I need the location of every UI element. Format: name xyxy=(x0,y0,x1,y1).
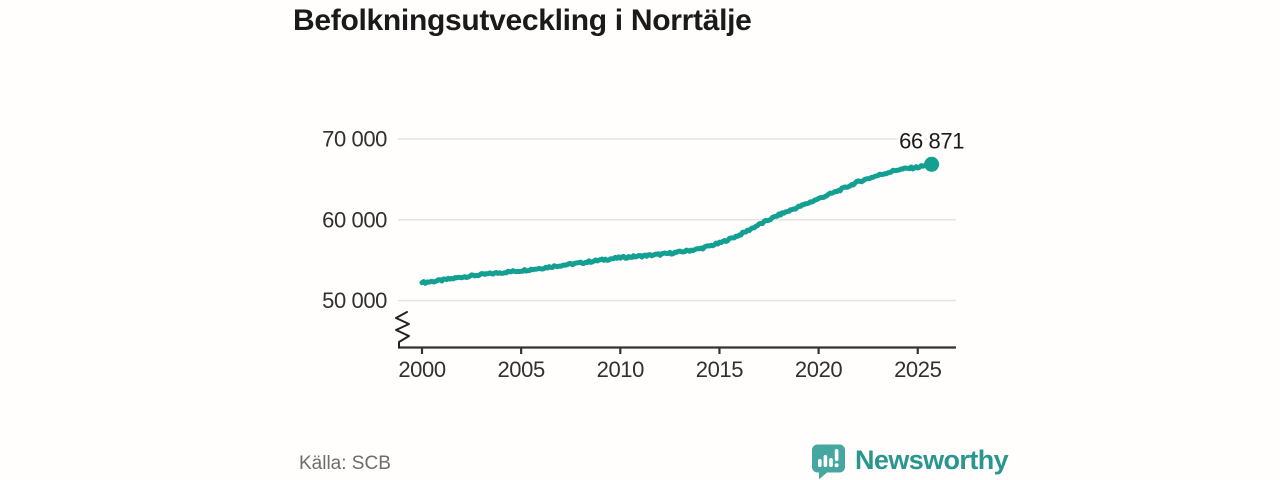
y-tick-label: 70 000 xyxy=(322,127,387,152)
chart-title: Befolkningsutveckling i Norrtälje xyxy=(293,4,752,37)
brand-name: Newsworthy xyxy=(855,445,1009,475)
x-tick-label: 2010 xyxy=(597,357,645,382)
logo-bar-1 xyxy=(818,459,822,467)
newsworthy-logo-icon xyxy=(812,444,845,479)
x-tick-label: 2005 xyxy=(497,357,545,382)
logo-exclamation-stem xyxy=(834,449,839,461)
latest-value-label: 66 871 xyxy=(899,128,964,153)
logo-bar-2 xyxy=(823,455,828,467)
latest-point-marker xyxy=(924,156,940,172)
source-note: Källa: SCB xyxy=(299,453,391,474)
x-tick-label: 2015 xyxy=(696,357,744,382)
x-tick-label: 2000 xyxy=(398,357,446,382)
brand-lockup: Newsworthy xyxy=(809,441,1009,479)
logo-bar-3 xyxy=(829,458,833,467)
logo-bubble xyxy=(812,444,845,479)
y-axis-break-icon xyxy=(395,311,410,349)
x-tick-label: 2025 xyxy=(894,357,942,382)
population-series-line xyxy=(419,161,935,286)
y-tick-label: 50 000 xyxy=(322,288,387,313)
logo-exclamation-dot xyxy=(834,463,839,468)
y-tick-label: 60 000 xyxy=(322,207,387,232)
x-tick-label: 2020 xyxy=(795,357,843,382)
